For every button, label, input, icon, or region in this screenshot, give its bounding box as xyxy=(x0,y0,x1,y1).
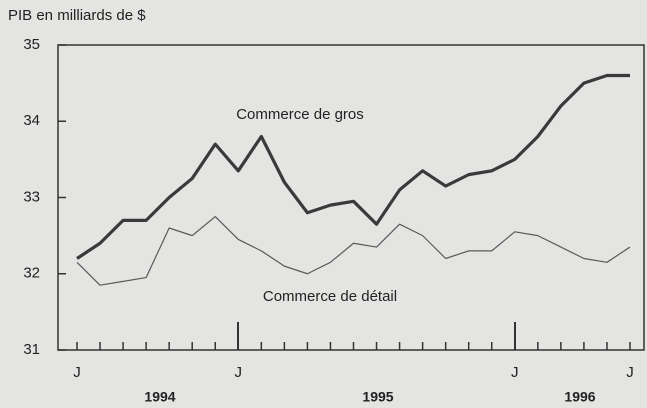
y-tick-label: 31 xyxy=(23,341,40,358)
x-tick-label: J xyxy=(626,364,634,381)
y-tick-label: 33 xyxy=(23,188,40,205)
series-line xyxy=(76,215,631,286)
x-tick-label: J xyxy=(511,364,519,381)
y-tick-label: 34 xyxy=(23,112,40,129)
x-tick-label: J xyxy=(235,364,243,381)
x-tick-label: J xyxy=(73,364,81,381)
y-tick-label: 32 xyxy=(23,265,40,282)
year-label: 1995 xyxy=(362,389,393,405)
series-label: Commerce de détail xyxy=(263,288,397,305)
year-label: 1994 xyxy=(144,389,175,405)
y-tick-label: 35 xyxy=(23,36,40,53)
year-label: 1996 xyxy=(564,389,595,405)
y-axis-title: PIB en milliards de $ xyxy=(8,7,146,24)
series-line xyxy=(76,73,630,260)
series-label: Commerce de gros xyxy=(236,106,364,123)
